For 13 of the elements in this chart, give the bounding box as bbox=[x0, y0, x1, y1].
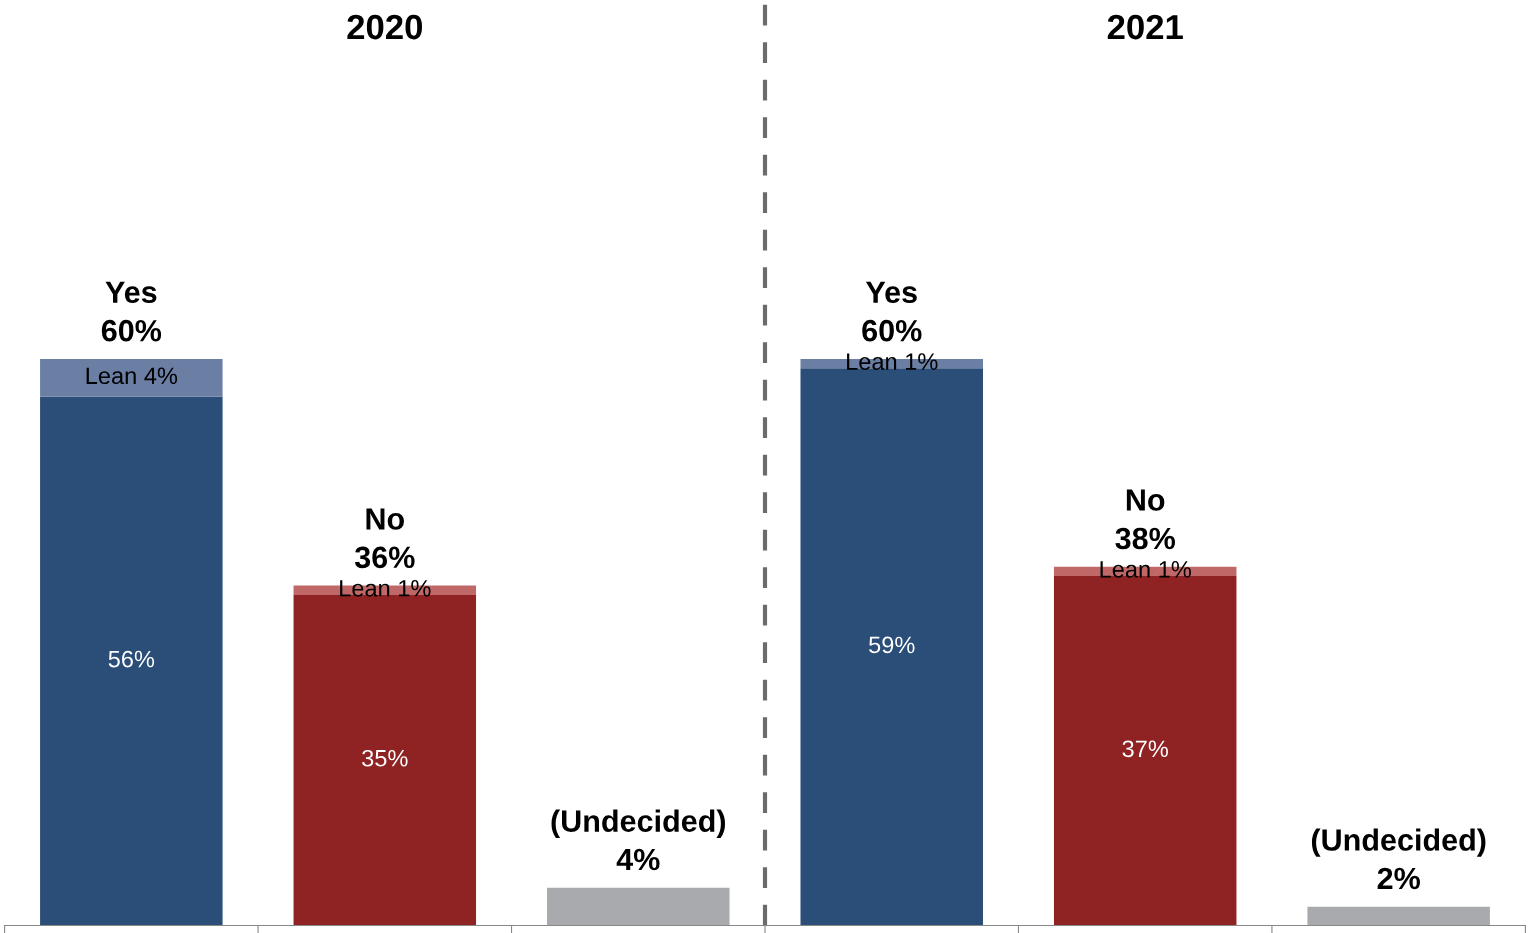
data-label: 35% bbox=[362, 749, 408, 767]
total-label: No 38% bbox=[1115, 489, 1175, 550]
total-label: No 36% bbox=[354, 508, 415, 569]
data-label: Lean 4% bbox=[86, 367, 178, 385]
total-label: (Undecided) 2% bbox=[1311, 828, 1486, 890]
annotation: 2021 bbox=[1107, 14, 1183, 40]
total-label: (Undecided) 4% bbox=[551, 809, 726, 871]
data-label: 37% bbox=[1122, 740, 1168, 758]
total-label: Yes 60% bbox=[862, 281, 922, 342]
annotation: 2020 bbox=[347, 14, 422, 40]
total-label: Yes 60% bbox=[101, 281, 162, 342]
data-label: 59% bbox=[869, 636, 915, 654]
data-label: 56% bbox=[108, 650, 155, 668]
